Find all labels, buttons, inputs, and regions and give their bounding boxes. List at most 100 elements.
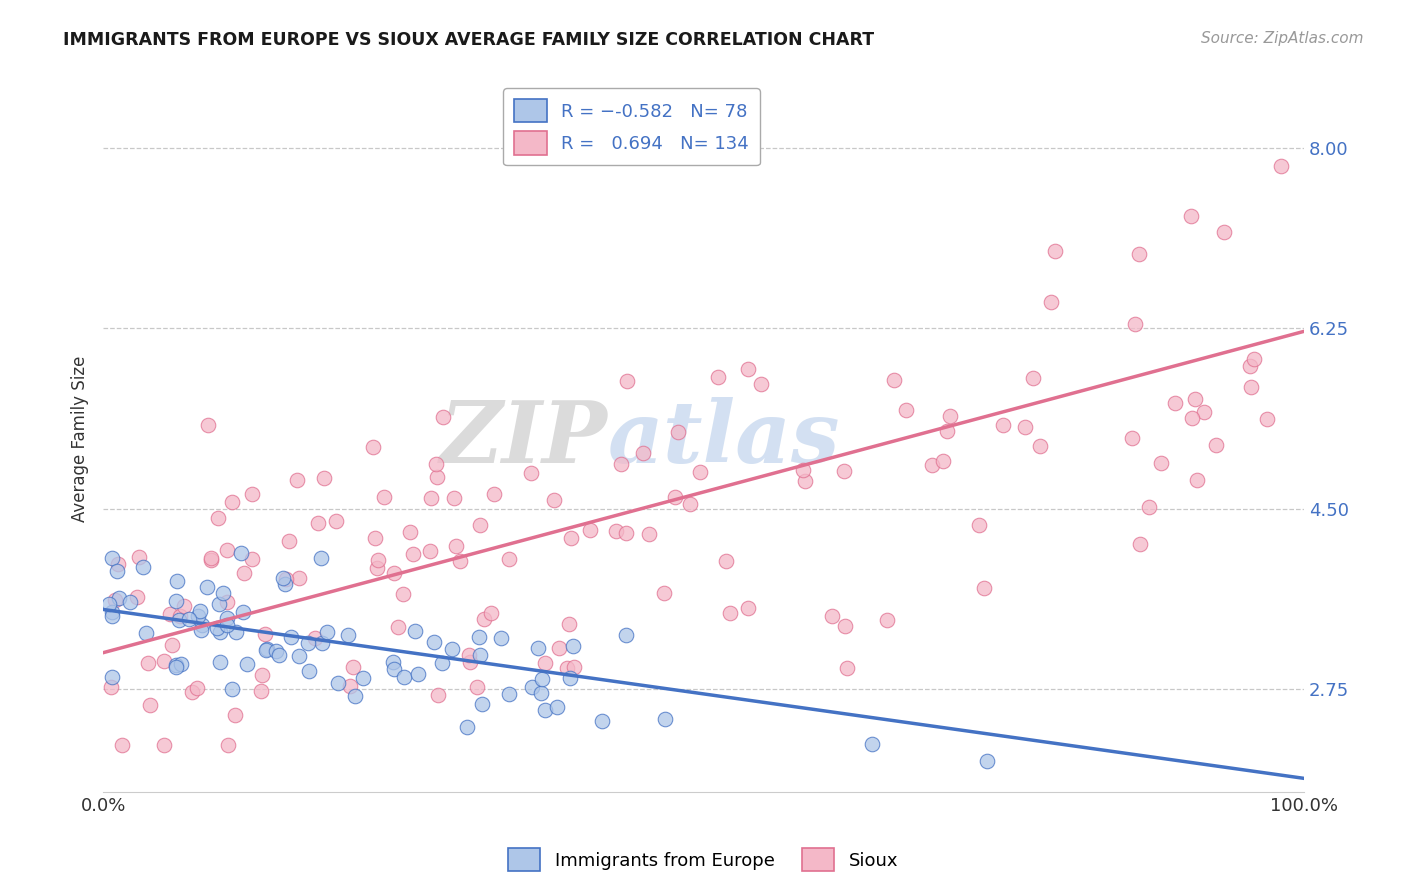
- Point: [1239, 359, 1261, 373]
- Point: [387, 620, 409, 634]
- Point: [1270, 160, 1292, 174]
- Point: [654, 712, 676, 726]
- Point: [689, 465, 711, 479]
- Point: [326, 676, 349, 690]
- Legend: Immigrants from Europe, Sioux: Immigrants from Europe, Sioux: [501, 841, 905, 879]
- Point: [382, 656, 405, 670]
- Point: [264, 644, 287, 658]
- Point: [337, 628, 360, 642]
- Point: [666, 425, 689, 439]
- Point: [215, 543, 238, 558]
- Point: [207, 511, 229, 525]
- Point: [224, 708, 246, 723]
- Point: [269, 648, 291, 663]
- Text: atlas: atlas: [607, 397, 839, 481]
- Point: [562, 639, 585, 653]
- Point: [165, 658, 187, 673]
- Point: [169, 657, 191, 671]
- Point: [921, 458, 943, 472]
- Point: [312, 471, 335, 485]
- Point: [179, 612, 201, 626]
- Point: [366, 561, 388, 575]
- Point: [654, 586, 676, 600]
- Point: [591, 714, 613, 729]
- Point: [180, 685, 202, 699]
- Text: ZIP: ZIP: [440, 397, 607, 481]
- Point: [173, 599, 195, 613]
- Point: [605, 524, 627, 538]
- Point: [678, 497, 700, 511]
- Point: [215, 611, 238, 625]
- Point: [1163, 396, 1185, 410]
- Point: [534, 703, 557, 717]
- Point: [165, 594, 187, 608]
- Point: [208, 597, 231, 611]
- Point: [352, 671, 374, 685]
- Point: [1184, 392, 1206, 407]
- Point: [468, 648, 491, 662]
- Point: [793, 474, 815, 488]
- Point: [821, 609, 844, 624]
- Point: [835, 661, 858, 675]
- Point: [427, 689, 450, 703]
- Point: [558, 617, 581, 632]
- Point: [254, 627, 277, 641]
- Point: [579, 523, 602, 537]
- Point: [419, 543, 441, 558]
- Point: [364, 531, 387, 545]
- Point: [444, 539, 467, 553]
- Point: [931, 454, 953, 468]
- Point: [498, 687, 520, 701]
- Point: [104, 593, 127, 607]
- Point: [344, 689, 367, 703]
- Point: [939, 409, 962, 423]
- Point: [876, 613, 898, 627]
- Point: [749, 376, 772, 391]
- Point: [187, 609, 209, 624]
- Legend: R = −-0.582   N= 78, R =   0.694   N= 134: R = −-0.582 N= 78, R = 0.694 N= 134: [503, 88, 759, 165]
- Point: [288, 648, 311, 663]
- Point: [432, 409, 454, 424]
- Point: [215, 617, 238, 632]
- Point: [718, 606, 741, 620]
- Point: [217, 595, 239, 609]
- Point: [139, 698, 162, 713]
- Point: [1029, 439, 1052, 453]
- Point: [716, 553, 738, 567]
- Point: [707, 369, 730, 384]
- Point: [100, 550, 122, 565]
- Point: [232, 566, 254, 580]
- Point: [1256, 412, 1278, 426]
- Point: [309, 550, 332, 565]
- Point: [1128, 247, 1150, 261]
- Point: [402, 547, 425, 561]
- Point: [311, 636, 333, 650]
- Point: [153, 739, 176, 753]
- Point: [212, 585, 235, 599]
- Point: [240, 551, 263, 566]
- Point: [190, 618, 212, 632]
- Point: [609, 457, 631, 471]
- Point: [737, 600, 759, 615]
- Point: [527, 641, 550, 656]
- Point: [1185, 473, 1208, 487]
- Point: [1123, 317, 1146, 331]
- Point: [205, 621, 228, 635]
- Point: [169, 613, 191, 627]
- Point: [792, 463, 814, 477]
- Point: [404, 624, 426, 638]
- Point: [101, 608, 124, 623]
- Point: [564, 659, 586, 673]
- Point: [737, 362, 759, 376]
- Point: [136, 657, 159, 671]
- Point: [423, 635, 446, 649]
- Point: [530, 686, 553, 700]
- Point: [1121, 431, 1143, 445]
- Point: [107, 591, 129, 605]
- Point: [273, 571, 295, 585]
- Point: [367, 553, 389, 567]
- Point: [250, 668, 273, 682]
- Point: [425, 457, 447, 471]
- Point: [637, 526, 659, 541]
- Point: [98, 597, 121, 611]
